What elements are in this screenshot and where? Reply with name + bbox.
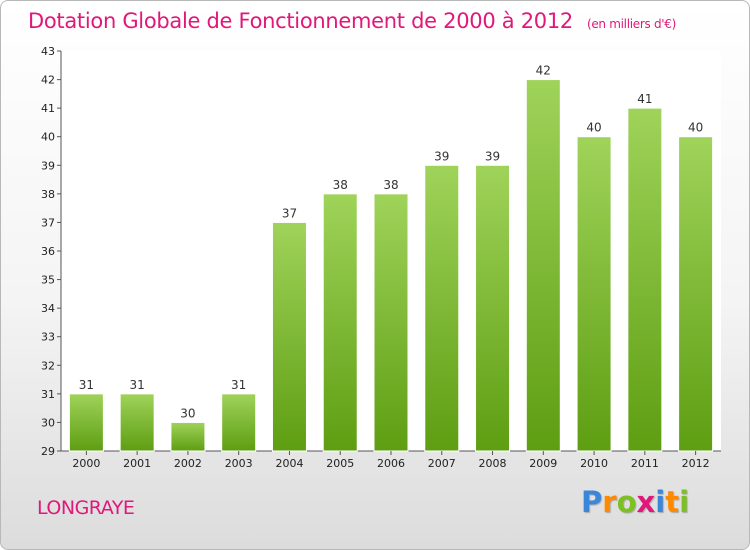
logo-letter: x bbox=[636, 485, 656, 519]
y-tick-label: 31 bbox=[41, 388, 55, 401]
logo-letter: P bbox=[581, 485, 603, 519]
bar bbox=[68, 393, 104, 452]
logo-letter: r bbox=[602, 485, 617, 519]
bar bbox=[678, 136, 714, 452]
y-tick-label: 42 bbox=[41, 74, 55, 87]
y-tick-label: 30 bbox=[41, 416, 55, 429]
logo-letter: o bbox=[616, 485, 637, 519]
x-tick-label: 2006 bbox=[377, 457, 405, 470]
proxiti-logo: Proxiti bbox=[581, 485, 689, 519]
y-tick-label: 36 bbox=[41, 245, 55, 258]
data-label: 38 bbox=[383, 178, 398, 192]
bar bbox=[576, 136, 612, 452]
x-tick-label: 2007 bbox=[428, 457, 456, 470]
data-label: 42 bbox=[536, 64, 551, 78]
x-tick-label: 2009 bbox=[529, 457, 557, 470]
city-name: LONGRAYE bbox=[37, 497, 135, 519]
x-tick-label: 2008 bbox=[479, 457, 507, 470]
x-tick-label: 2010 bbox=[580, 457, 608, 470]
y-tick-label: 37 bbox=[41, 216, 55, 229]
data-label: 31 bbox=[130, 378, 145, 392]
y-tick-label: 41 bbox=[41, 102, 55, 115]
bar bbox=[170, 421, 206, 452]
y-tick-label: 32 bbox=[41, 359, 55, 372]
logo-letter: i bbox=[679, 485, 690, 519]
data-label: 38 bbox=[333, 178, 348, 192]
data-label: 40 bbox=[586, 121, 601, 135]
data-label: 40 bbox=[688, 121, 703, 135]
y-tick-label: 35 bbox=[41, 274, 55, 287]
y-tick-label: 43 bbox=[41, 45, 55, 58]
x-tick-label: 2011 bbox=[631, 457, 659, 470]
logo-letter: i bbox=[655, 485, 666, 519]
y-tick-label: 40 bbox=[41, 131, 55, 144]
x-tick-label: 2000 bbox=[72, 457, 100, 470]
bar bbox=[627, 107, 663, 452]
data-label: 39 bbox=[434, 149, 449, 163]
bar bbox=[373, 193, 409, 452]
chart-subtitle: (en milliers d'€) bbox=[586, 17, 676, 31]
bar bbox=[119, 393, 155, 452]
bar bbox=[424, 164, 460, 452]
bar bbox=[322, 193, 358, 452]
data-label: 39 bbox=[485, 149, 500, 163]
data-label: 31 bbox=[79, 378, 94, 392]
bar bbox=[525, 79, 561, 452]
y-tick-label: 38 bbox=[41, 188, 55, 201]
bar bbox=[271, 221, 307, 452]
data-label: 37 bbox=[282, 206, 297, 220]
data-label: 30 bbox=[180, 406, 195, 420]
data-label: 31 bbox=[231, 378, 246, 392]
chart-title: Dotation Globale de Fonctionnement de 20… bbox=[28, 9, 676, 33]
y-tick-label: 34 bbox=[41, 302, 55, 315]
x-tick-label: 2001 bbox=[123, 457, 151, 470]
x-tick-label: 2004 bbox=[275, 457, 303, 470]
y-tick-label: 33 bbox=[41, 331, 55, 344]
x-tick-label: 2005 bbox=[326, 457, 354, 470]
x-tick-label: 2002 bbox=[174, 457, 202, 470]
logo-letter: t bbox=[665, 485, 680, 519]
x-tick-label: 2012 bbox=[682, 457, 710, 470]
x-tick-label: 2003 bbox=[225, 457, 253, 470]
bar bbox=[221, 393, 257, 452]
y-tick-label: 29 bbox=[41, 445, 55, 458]
bar bbox=[475, 164, 511, 452]
chart-title-text: Dotation Globale de Fonctionnement de 20… bbox=[28, 9, 573, 33]
y-tick-label: 39 bbox=[41, 159, 55, 172]
data-label: 41 bbox=[637, 92, 652, 106]
